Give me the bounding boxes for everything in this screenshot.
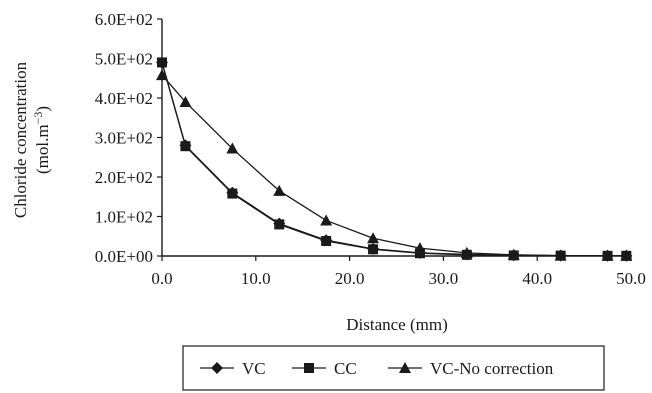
legend: VC CC VC-No correction bbox=[182, 345, 605, 391]
y-tick-label: 4.0E+02 bbox=[95, 89, 153, 108]
y-axis-unit-superscript: −3 bbox=[31, 112, 45, 125]
data-point bbox=[554, 249, 567, 261]
data-point bbox=[414, 248, 425, 259]
data-point bbox=[321, 235, 332, 246]
legend-marker bbox=[211, 362, 223, 374]
plot-area bbox=[156, 56, 633, 262]
data-point bbox=[413, 242, 426, 254]
y-tick-label: 5.0E+02 bbox=[95, 50, 153, 69]
legend-item: VC-No correction bbox=[388, 359, 554, 378]
x-tick-label: 40.0 bbox=[522, 269, 552, 288]
x-tick-label: 10.0 bbox=[241, 269, 271, 288]
legend-marker bbox=[304, 363, 314, 373]
data-point bbox=[320, 214, 333, 226]
legend-item: CC bbox=[292, 359, 357, 378]
series-line bbox=[161, 74, 627, 257]
legend-label: VC-No correction bbox=[430, 359, 554, 378]
x-tick-label: 0.0 bbox=[151, 269, 172, 288]
legend-label: CC bbox=[334, 359, 357, 378]
series-vc bbox=[156, 56, 633, 262]
x-tick-label: 20.0 bbox=[335, 269, 365, 288]
y-axis-unit: (mol.m−3) bbox=[31, 106, 52, 174]
y-tick-label: 6.0E+02 bbox=[95, 10, 153, 29]
data-point bbox=[274, 219, 285, 230]
data-point bbox=[368, 244, 379, 255]
x-tick-label: 30.0 bbox=[429, 269, 459, 288]
y-tick-label: 3.0E+02 bbox=[95, 129, 153, 148]
data-point bbox=[273, 184, 286, 196]
legend-marker bbox=[399, 362, 411, 373]
y-tick-label: 0.0E+00 bbox=[95, 247, 153, 266]
data-point bbox=[227, 188, 238, 199]
data-point bbox=[507, 248, 520, 260]
series-vc-no-correction bbox=[156, 69, 633, 261]
axes: 0.0E+00 1.0E+02 2.0E+02 3.0E+02 4.0E+02 5.0E+… bbox=[95, 10, 646, 288]
y-axis-title: Chloride concentration bbox=[11, 61, 30, 218]
series-line bbox=[161, 62, 627, 257]
series-line bbox=[161, 62, 627, 257]
y-tick-label: 1.0E+02 bbox=[95, 208, 153, 227]
data-point bbox=[460, 246, 473, 258]
data-point bbox=[226, 142, 239, 154]
series-cc bbox=[157, 57, 632, 261]
data-point bbox=[367, 232, 380, 244]
data-point bbox=[179, 95, 192, 107]
x-tick-label: 50.0 bbox=[616, 269, 646, 288]
x-axis-title: Distance (mm) bbox=[346, 315, 448, 334]
legend-item: VC bbox=[200, 359, 266, 378]
legend-label: VC bbox=[242, 359, 266, 378]
data-point bbox=[180, 141, 191, 152]
y-tick-label: 2.0E+02 bbox=[95, 168, 153, 187]
